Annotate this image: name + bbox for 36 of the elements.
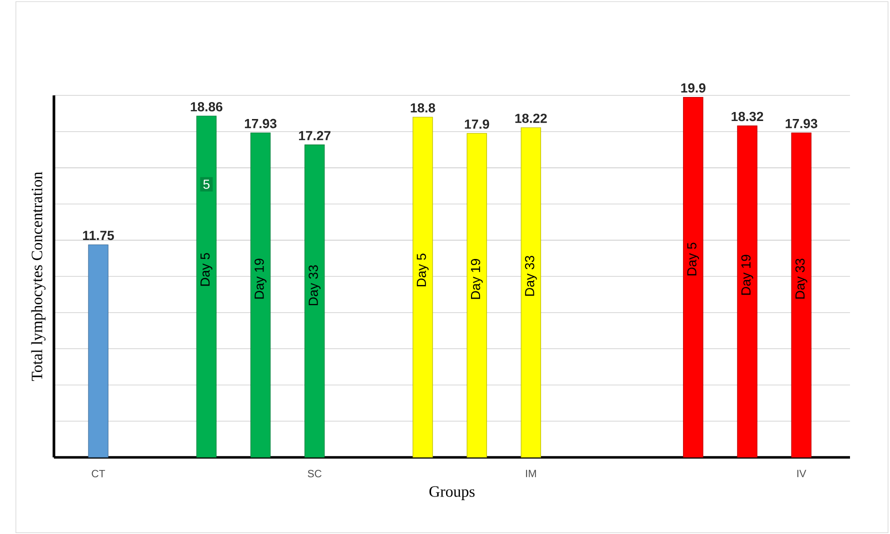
annotation: Day 5 bbox=[200, 253, 212, 286]
data-label: 11.75 bbox=[83, 230, 114, 240]
bar bbox=[466, 133, 487, 458]
data-label: 18.86 bbox=[190, 102, 222, 112]
annotation: Day 19 bbox=[470, 258, 483, 299]
bar bbox=[683, 96, 704, 458]
data-label: 18.8 bbox=[410, 103, 436, 112]
annotation: Day 19 bbox=[741, 254, 754, 295]
y-axis-title: Total lymphocytes Concentration bbox=[31, 172, 46, 381]
bar bbox=[88, 244, 108, 458]
annotation: Day 19 bbox=[254, 258, 266, 299]
data-label: 17.27 bbox=[299, 130, 330, 140]
bar bbox=[196, 116, 217, 458]
annotation: 5 bbox=[203, 180, 210, 189]
bar bbox=[520, 127, 542, 458]
data-label: 18.22 bbox=[515, 114, 547, 123]
data-label: 17.9 bbox=[464, 119, 490, 129]
x-axis-title: Groups bbox=[429, 486, 475, 500]
annotation: Day 33 bbox=[308, 265, 321, 306]
data-label: 19.9 bbox=[681, 83, 706, 93]
data-label: 18.32 bbox=[732, 112, 764, 122]
data-label: 17.93 bbox=[244, 118, 276, 128]
data-label: 17.93 bbox=[786, 118, 818, 128]
x-tick-label: IM bbox=[526, 470, 536, 478]
bar bbox=[412, 116, 433, 458]
annotation: Day 33 bbox=[795, 258, 808, 299]
bar bbox=[737, 126, 758, 458]
x-tick-label: SC bbox=[308, 470, 322, 478]
bar bbox=[250, 132, 271, 458]
bar bbox=[304, 144, 325, 458]
annotation: Day 5 bbox=[416, 254, 429, 286]
bar bbox=[791, 132, 812, 458]
annotation: Day 5 bbox=[687, 242, 700, 276]
x-tick-label: IV bbox=[797, 470, 806, 478]
x-tick-label: CT bbox=[92, 470, 106, 478]
annotation: Day 33 bbox=[524, 256, 537, 296]
